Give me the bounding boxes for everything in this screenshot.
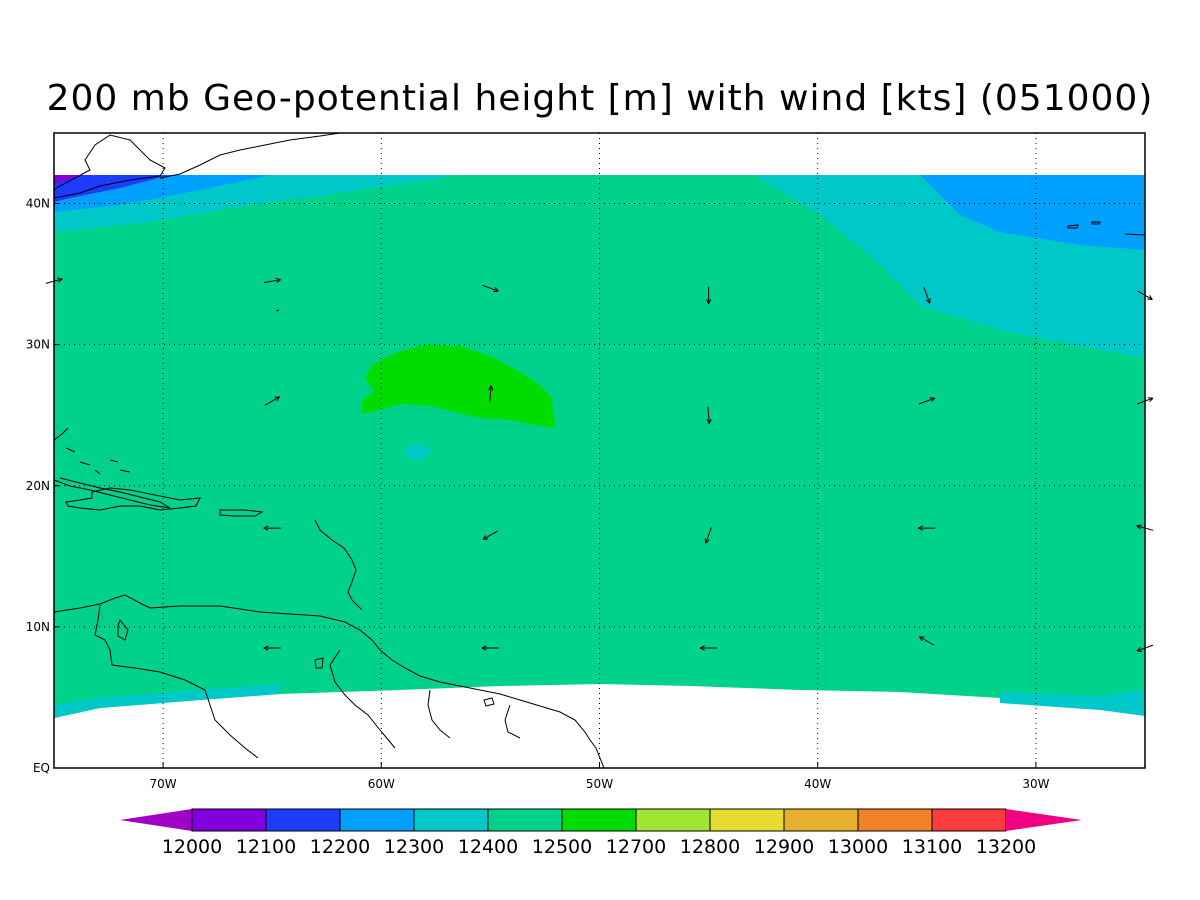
border-french-guiana [504,704,521,739]
colorbar-label: 12000 [162,836,222,858]
wind-arrow [918,397,936,405]
coastline-iberia-edge [1124,233,1145,236]
colorbar-swatch [487,808,563,832]
coastline-azores-2 [1091,221,1101,225]
colorbar-swatch [413,808,489,832]
x-tick-label: 70W [150,777,177,791]
y-tick-label: 40N [26,197,50,211]
y-tick-label: 10N [26,620,50,634]
colorbar-label: 12300 [384,836,444,858]
colorbar-swatch [857,808,933,832]
coastline-azores-1 [1067,224,1079,229]
wind-arrow [482,530,499,540]
wind-arrow [705,286,712,304]
height-contour-12500 [54,175,1145,718]
coastline-cuba [54,477,171,509]
wind-arrow [704,527,712,544]
height-contour-12100 [54,175,85,184]
colorbar-label: 12400 [458,836,518,858]
chart-title: 200 mb Geo-potential height [m] with win… [46,78,1154,119]
contour-field [54,175,1145,718]
coastline-maracaibo-lake [117,618,129,641]
x-tick-label: 40W [804,777,831,791]
grid-lines [54,133,1145,768]
height-contour-12400-south [54,684,280,718]
colorbar-label: 12200 [310,836,370,858]
colorbar-label: 12800 [680,836,740,858]
colorbar-swatch [191,808,267,832]
coastline-bahamas [65,447,131,475]
wind-arrow [699,645,718,651]
colorbar-swatch [339,808,415,832]
border-guyana [329,649,396,749]
coastline-trinidad [314,657,324,669]
colorbar-arrow-left [120,809,192,831]
wind-arrow [488,385,494,403]
coastlines [54,133,1145,768]
wind-arrow [706,406,712,424]
border-suriname [427,689,451,739]
wind-arrow [918,525,936,531]
colorbar-arrow-right [1006,809,1082,831]
coastline-florida [54,427,69,441]
colorbar-label: 13000 [828,836,888,858]
y-tick-label: 20N [26,479,50,493]
height-contour-12400-southeast [1000,690,1145,716]
colorbar-swatch [931,808,1007,832]
colorbar-label: 12100 [236,836,296,858]
colorbar-label: 13100 [902,836,962,858]
colorbar-swatch [561,808,637,832]
wind-arrow [923,287,931,304]
colorbar-swatch [709,808,785,832]
colorbar: 12000 12100 12200 12300 12400 12500 12700 12800… [120,808,1082,858]
height-contour-12400-pocket [405,445,431,459]
height-contour-12300-northeast [920,175,1145,250]
colorbar-label: 12900 [754,836,814,858]
x-tick-label: 60W [368,777,395,791]
x-tick-label: 30W [1022,777,1049,791]
border-venezuela-colombia [94,604,259,759]
x-axis: 70W 60W 50W 40W 30W [150,762,1050,791]
wind-arrow [263,525,281,531]
coastline-hispaniola [65,487,201,511]
coastline-puerto-rico [219,509,264,517]
colorbar-swatch [265,808,341,832]
colorbar-label: 13200 [976,836,1036,858]
coastline-bermuda [275,309,280,312]
wind-arrow [919,636,935,646]
y-tick-label: EQ [33,761,50,775]
colorbar-label: 12500 [532,836,592,858]
x-tick-label: 50W [586,777,613,791]
coastline-south-america [54,594,605,768]
coastline-north-america [54,134,166,199]
wind-arrow [482,284,499,293]
coastline-lesser-antilles [314,519,363,611]
wind-arrow [263,645,281,651]
height-contour-12200 [54,175,170,202]
coastline-nova-scotia [159,133,341,179]
colorbar-label: 12700 [606,836,666,858]
y-axis: EQ 10N 20N 30N 40N [26,197,60,775]
colorbar-swatch [635,808,711,832]
wind-arrow [263,277,281,284]
height-contour-12700 [362,345,556,428]
wind-arrow [481,645,499,651]
coastline-island-guiana [483,697,495,707]
y-tick-label: 30N [26,338,50,352]
colorbar-swatch [783,808,859,832]
wind-arrow [264,396,280,406]
